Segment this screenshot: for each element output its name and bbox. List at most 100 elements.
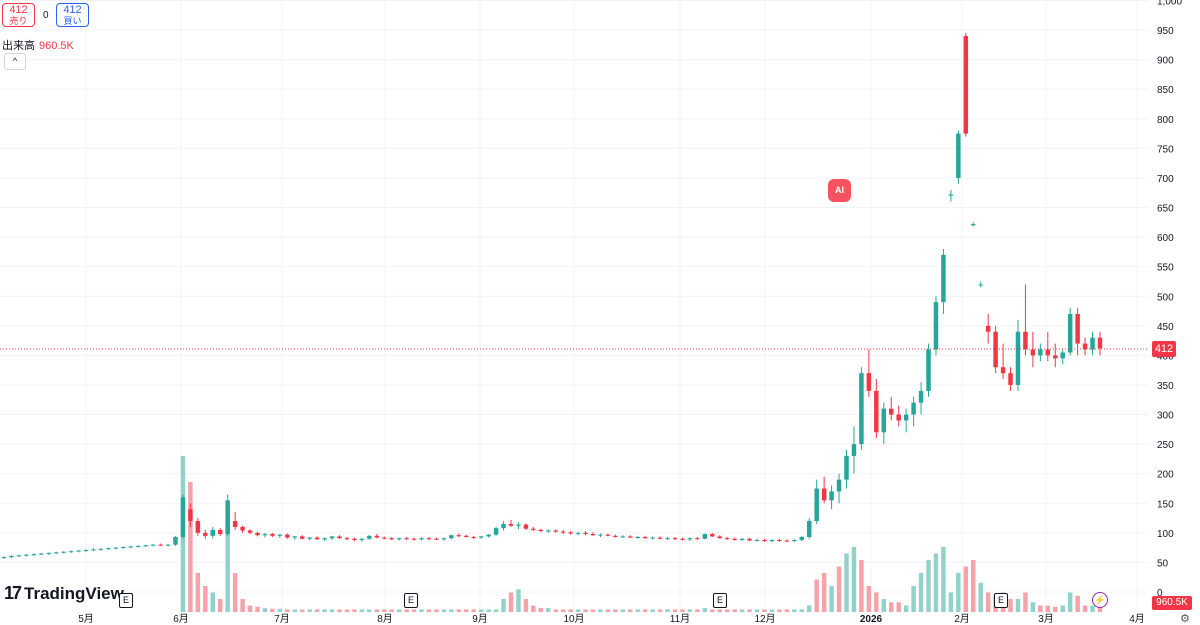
- candle-body: [531, 528, 536, 530]
- candle-body: [710, 534, 715, 537]
- earnings-event-marker[interactable]: E: [994, 593, 1008, 608]
- y-tick-label: 200: [1157, 470, 1174, 481]
- candle-body: [896, 414, 901, 421]
- candle-body: [464, 535, 469, 537]
- y-tick-label: 250: [1157, 440, 1174, 451]
- tradingview-logo[interactable]: 17 TradingView: [4, 583, 124, 604]
- volume-bar: [687, 609, 693, 612]
- candle-body: [754, 539, 760, 541]
- ai-assistant-button[interactable]: AI: [828, 179, 851, 202]
- candle-body: [232, 521, 238, 527]
- candle-body: [53, 552, 59, 554]
- chart-grid: [0, 0, 1148, 612]
- volume-bar: [374, 609, 380, 612]
- earnings-event-marker[interactable]: E: [713, 593, 727, 608]
- volume-bar: [881, 599, 887, 612]
- candle-body: [501, 523, 506, 529]
- volume-bar: [411, 609, 417, 612]
- candle-body: [135, 545, 141, 547]
- volume-bar: [1060, 605, 1065, 612]
- candle-body: [829, 491, 834, 501]
- candle-body: [985, 325, 991, 332]
- candle-body: [1053, 355, 1058, 359]
- candle-body: [941, 254, 946, 303]
- volume-bar: [292, 609, 298, 612]
- volume-bar: [635, 609, 640, 612]
- candle-body: [762, 539, 767, 542]
- candle-body: [210, 529, 215, 536]
- volume-bar: [799, 609, 805, 612]
- y-tick-label: 300: [1157, 411, 1174, 422]
- candle-body: [150, 544, 156, 546]
- sell-button[interactable]: 412 売り: [2, 3, 35, 27]
- price-axis: 0501001502002503003504004505005506006507…: [1157, 0, 1182, 599]
- volume-bar: [382, 609, 387, 612]
- x-tick-label: 2月: [954, 613, 970, 624]
- earnings-event-marker[interactable]: E: [119, 593, 133, 608]
- volume-bar: [329, 609, 335, 612]
- candle-body: [352, 538, 357, 540]
- candle-body: [411, 538, 417, 540]
- collapse-legend-button[interactable]: ^: [4, 53, 26, 70]
- candle-body: [128, 546, 133, 548]
- candle-body: [158, 544, 163, 546]
- candle-body: [836, 479, 842, 492]
- lightning-icon[interactable]: ⚡: [1092, 592, 1108, 608]
- volume-bar: [911, 586, 916, 612]
- x-tick-label: 7月: [274, 613, 290, 624]
- volume-bar: [531, 605, 536, 612]
- y-tick-label: 50: [1157, 558, 1169, 569]
- gear-icon[interactable]: ⚙: [1180, 613, 1190, 625]
- sell-price: 412: [9, 4, 28, 16]
- candle-body: [195, 521, 201, 533]
- volume-bar: [419, 609, 424, 612]
- x-tick-label: 8月: [377, 613, 393, 624]
- candle-body: [1038, 349, 1043, 356]
- candle-body: [874, 390, 879, 433]
- volume-bar: [367, 609, 372, 612]
- volume-bar: [486, 609, 491, 612]
- candle-body: [382, 537, 387, 539]
- candle-body: [1015, 331, 1021, 385]
- candle-body: [493, 528, 499, 535]
- volume-bar: [1045, 605, 1051, 612]
- volume-bar: [247, 605, 253, 612]
- volume-bar: [971, 560, 976, 612]
- volume-bar: [493, 609, 499, 612]
- volume-bar: [985, 592, 991, 612]
- volume-bar: [680, 609, 685, 612]
- candle-body: [449, 535, 454, 539]
- volume-bar: [889, 602, 894, 612]
- y-tick-label: 350: [1157, 381, 1174, 392]
- volume-bar: [724, 609, 730, 612]
- volume-legend: 出来高 960.5K: [2, 37, 74, 53]
- volume-bar: [769, 609, 775, 612]
- earnings-event-marker[interactable]: E: [404, 593, 418, 608]
- volume-bar: [829, 586, 834, 612]
- candle-body: [299, 536, 305, 539]
- y-tick-label: 800: [1157, 115, 1174, 126]
- volume-bar: [1067, 592, 1073, 612]
- candle-body: [61, 551, 66, 553]
- candle-body: [329, 536, 335, 539]
- volume-bar: [203, 586, 208, 612]
- candle-body: [784, 540, 790, 542]
- x-tick-label: 5月: [78, 613, 94, 624]
- volume-bar: [344, 609, 350, 612]
- volume-bar: [695, 609, 700, 612]
- candle-body: [799, 536, 805, 540]
- candle-body: [91, 549, 96, 551]
- candle-body: [367, 535, 372, 539]
- candle-body: [538, 529, 544, 532]
- buy-button[interactable]: 412 買い: [56, 3, 89, 27]
- volume-bar: [747, 609, 752, 612]
- candle-body: [598, 534, 603, 536]
- candle-body: [143, 545, 148, 547]
- volume-bar: [590, 609, 596, 612]
- volume-bar: [322, 609, 327, 612]
- candle-body: [806, 521, 812, 537]
- candle-body: [478, 536, 484, 538]
- candle-body: [821, 488, 827, 501]
- candle-body: [568, 532, 573, 534]
